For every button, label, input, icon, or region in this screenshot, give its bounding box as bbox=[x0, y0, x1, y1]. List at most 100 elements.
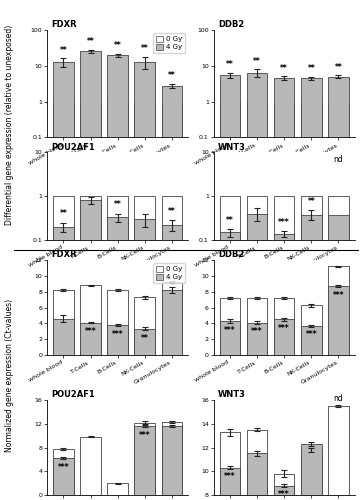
Bar bbox=[328, 102, 349, 500]
Text: **: ** bbox=[226, 60, 234, 69]
Bar bbox=[53, 318, 74, 355]
Bar bbox=[328, 76, 349, 500]
Text: POU2AF1: POU2AF1 bbox=[51, 142, 95, 152]
Bar bbox=[219, 468, 240, 500]
Text: **: ** bbox=[168, 207, 176, 216]
Text: ***: *** bbox=[224, 472, 236, 482]
Bar bbox=[53, 62, 74, 500]
Bar bbox=[80, 200, 101, 500]
Text: ***: *** bbox=[224, 326, 236, 334]
Text: **: ** bbox=[253, 57, 261, 66]
Text: POU2AF1: POU2AF1 bbox=[51, 390, 95, 399]
Bar bbox=[247, 298, 267, 355]
Bar bbox=[162, 225, 182, 500]
Text: ***: *** bbox=[278, 324, 290, 333]
Bar bbox=[135, 422, 155, 495]
Bar bbox=[219, 298, 240, 355]
Bar bbox=[108, 55, 128, 500]
Bar bbox=[108, 196, 128, 500]
Text: **: ** bbox=[307, 64, 315, 73]
Bar bbox=[108, 290, 128, 355]
Bar bbox=[53, 102, 74, 500]
Text: **: ** bbox=[307, 197, 315, 206]
Bar bbox=[53, 196, 74, 500]
Bar bbox=[301, 444, 322, 500]
Text: ***: *** bbox=[139, 431, 151, 440]
Bar bbox=[274, 298, 295, 355]
Bar bbox=[108, 483, 128, 495]
Text: **: ** bbox=[114, 41, 122, 50]
Text: DDB2: DDB2 bbox=[218, 20, 244, 29]
Bar bbox=[247, 454, 267, 500]
Bar bbox=[135, 297, 155, 355]
Bar bbox=[108, 218, 128, 500]
Bar bbox=[247, 214, 267, 500]
Text: FDXR: FDXR bbox=[51, 20, 77, 29]
Text: WNT3: WNT3 bbox=[218, 142, 246, 152]
Bar bbox=[219, 232, 240, 500]
Text: **: ** bbox=[59, 210, 67, 218]
Bar bbox=[274, 474, 295, 500]
Legend: 0 Gy, 4 Gy: 0 Gy, 4 Gy bbox=[153, 34, 185, 53]
Bar bbox=[328, 286, 349, 355]
Text: ***: *** bbox=[85, 328, 96, 336]
Bar bbox=[135, 62, 155, 500]
Bar bbox=[135, 426, 155, 495]
Text: DDB2: DDB2 bbox=[218, 250, 244, 259]
Bar bbox=[53, 448, 74, 495]
Bar bbox=[301, 214, 322, 500]
Text: **: ** bbox=[334, 62, 342, 72]
Bar bbox=[247, 430, 267, 500]
Bar bbox=[247, 196, 267, 500]
Text: **: ** bbox=[141, 334, 149, 342]
Bar bbox=[219, 102, 240, 500]
Bar bbox=[301, 102, 322, 500]
Bar bbox=[274, 196, 295, 500]
Bar bbox=[219, 321, 240, 355]
Bar bbox=[274, 320, 295, 355]
Bar bbox=[162, 102, 182, 500]
Text: **: ** bbox=[114, 200, 122, 209]
Bar bbox=[219, 196, 240, 500]
Text: ***: *** bbox=[278, 218, 290, 227]
Text: **: ** bbox=[280, 64, 288, 73]
Bar bbox=[162, 290, 182, 355]
Bar bbox=[328, 406, 349, 500]
Bar bbox=[328, 196, 349, 500]
Bar bbox=[247, 72, 267, 500]
Bar bbox=[53, 227, 74, 500]
Bar bbox=[301, 196, 322, 500]
Bar bbox=[219, 432, 240, 500]
Text: ***: *** bbox=[112, 330, 123, 338]
Bar bbox=[80, 51, 101, 500]
Text: nd: nd bbox=[334, 155, 343, 164]
Bar bbox=[162, 86, 182, 500]
Bar bbox=[301, 78, 322, 500]
Bar bbox=[53, 290, 74, 355]
Bar bbox=[80, 196, 101, 500]
Text: ***: *** bbox=[58, 463, 69, 472]
Bar bbox=[108, 102, 128, 500]
Bar bbox=[247, 102, 267, 500]
Bar bbox=[301, 450, 322, 500]
Bar bbox=[135, 329, 155, 355]
Text: Differential gene expression (relative to unexposed): Differential gene expression (relative t… bbox=[5, 25, 13, 225]
Bar bbox=[135, 196, 155, 500]
Legend: 0 Gy, 4 Gy: 0 Gy, 4 Gy bbox=[153, 264, 185, 283]
Bar bbox=[247, 322, 267, 355]
Bar bbox=[328, 266, 349, 355]
Text: ***: *** bbox=[333, 291, 344, 300]
Bar bbox=[162, 196, 182, 500]
Text: **: ** bbox=[87, 37, 94, 46]
Text: FDXR: FDXR bbox=[51, 250, 77, 259]
Text: ***: *** bbox=[306, 330, 317, 340]
Text: **: ** bbox=[59, 46, 67, 54]
Bar bbox=[80, 102, 101, 500]
Text: **: ** bbox=[141, 44, 149, 53]
Bar bbox=[274, 78, 295, 500]
Bar bbox=[80, 437, 101, 495]
Bar bbox=[135, 219, 155, 500]
Bar bbox=[328, 214, 349, 500]
Bar bbox=[80, 322, 101, 355]
Bar bbox=[80, 286, 101, 355]
